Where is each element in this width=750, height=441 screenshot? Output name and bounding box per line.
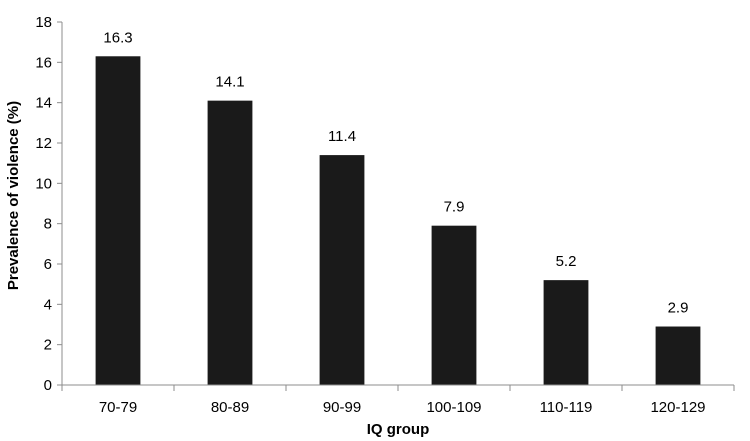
x-tick-label: 90-99 — [323, 399, 361, 416]
bar-value-label: 16.3 — [103, 29, 132, 46]
bars — [95, 56, 701, 386]
bar — [95, 56, 141, 386]
x-axis-ticks: 70-79 80-89 90-99 100-109 110-119 120-129 — [61, 385, 735, 416]
x-tick-label: 120-129 — [650, 399, 705, 416]
bar — [431, 225, 477, 385]
y-axis-title: Prevalence of violence (%) — [5, 101, 22, 290]
bar — [655, 326, 701, 385]
bar-value-label: 14.1 — [215, 74, 244, 91]
bar-value-label: 7.9 — [444, 199, 465, 216]
x-tick-label: 70-79 — [99, 399, 137, 416]
y-tick-label: 2 — [44, 337, 52, 354]
x-tick-label: 100-109 — [426, 399, 481, 416]
x-axis-title: IQ group — [367, 421, 430, 438]
y-tick-label: 14 — [35, 95, 52, 112]
y-tick-label: 8 — [44, 216, 52, 233]
y-tick-label: 0 — [44, 377, 52, 394]
y-axis-ticks: 0 2 4 6 8 10 12 14 16 18 — [35, 14, 62, 394]
y-tick-label: 6 — [44, 256, 52, 273]
bar — [543, 280, 589, 385]
y-tick-label: 16 — [35, 54, 52, 71]
x-tick-label: 110-119 — [540, 399, 593, 416]
y-tick-label: 10 — [35, 175, 52, 192]
y-tick-label: 12 — [35, 135, 52, 152]
bar — [207, 100, 253, 386]
y-tick-label: 4 — [44, 296, 52, 313]
data-labels: 16.3 14.1 11.4 7.9 5.2 2.9 — [103, 29, 688, 316]
bar-value-label: 5.2 — [556, 253, 577, 270]
bar-value-label: 2.9 — [668, 300, 689, 317]
bar — [319, 155, 365, 385]
x-tick-label: 80-89 — [211, 399, 249, 416]
bar-value-label: 11.4 — [328, 128, 356, 145]
y-tick-label: 18 — [35, 14, 52, 31]
